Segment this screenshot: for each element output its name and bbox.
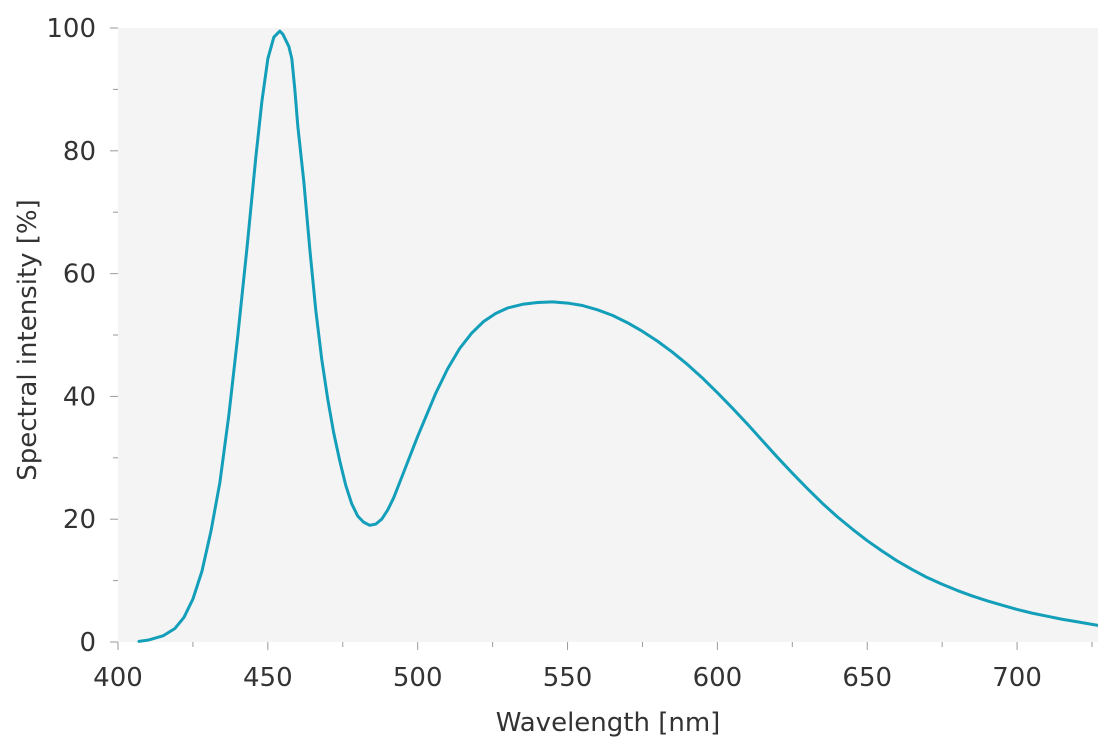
y-axis-title: Spectral intensity [%]: [13, 199, 43, 481]
spectrum-line: [137, 29, 1098, 643]
y-tick-label: 40: [63, 382, 96, 412]
x-tick-label: 450: [243, 663, 293, 693]
x-tick-label: 400: [93, 663, 143, 693]
y-axis-tick-labels: 0 20 40 60 80 100: [46, 14, 96, 658]
plot-area: [118, 28, 1098, 642]
x-axis-tick-labels: 400 450 500 550 600 650 700: [93, 663, 1042, 693]
x-tick-label: 600: [693, 663, 743, 693]
axis-ticks: [110, 27, 1093, 650]
x-tick-label: 500: [393, 663, 443, 693]
x-tick-label: 700: [992, 663, 1042, 693]
x-tick-label: 550: [543, 663, 593, 693]
y-tick-label: 60: [63, 260, 96, 290]
x-axis-title: Wavelength [nm]: [496, 708, 721, 738]
y-tick-label: 20: [63, 505, 96, 535]
y-tick-label: 100: [46, 14, 96, 44]
y-tick-label: 0: [79, 628, 96, 658]
y-tick-label: 80: [63, 137, 96, 167]
x-tick-label: 650: [842, 663, 892, 693]
